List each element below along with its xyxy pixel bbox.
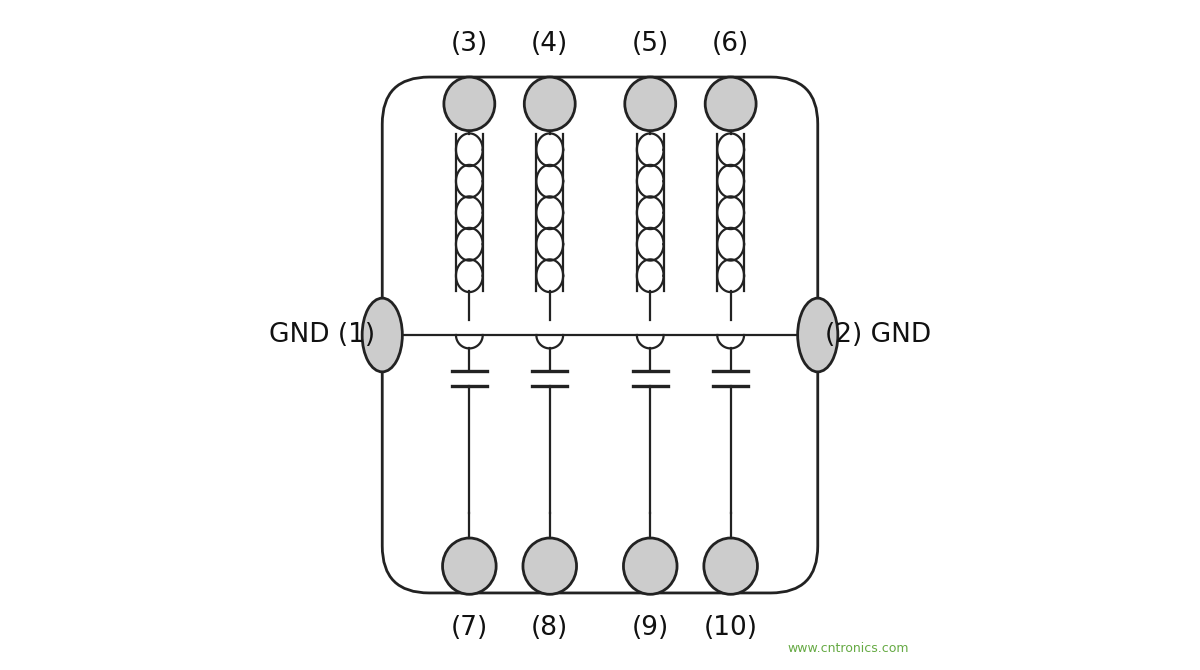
Text: (10): (10)	[703, 616, 757, 641]
Bar	[436, 281, 580, 452]
Ellipse shape	[624, 538, 677, 594]
Ellipse shape	[443, 538, 496, 594]
Ellipse shape	[444, 77, 494, 131]
Ellipse shape	[362, 298, 402, 372]
Ellipse shape	[625, 77, 676, 131]
Text: (7): (7)	[451, 616, 488, 641]
Ellipse shape	[798, 298, 838, 372]
Ellipse shape	[704, 538, 757, 594]
Text: GND (1): GND (1)	[269, 322, 376, 348]
Text: (4): (4)	[532, 31, 569, 56]
Ellipse shape	[523, 538, 576, 594]
Text: (3): (3)	[451, 31, 488, 56]
FancyBboxPatch shape	[383, 77, 817, 593]
Ellipse shape	[706, 77, 756, 131]
Ellipse shape	[524, 77, 575, 131]
Text: www.cntronics.com: www.cntronics.com	[787, 642, 908, 655]
Text: (8): (8)	[532, 616, 569, 641]
Text: (9): (9)	[631, 616, 668, 641]
Text: (5): (5)	[631, 31, 668, 56]
Text: (6): (6)	[712, 31, 749, 56]
Text: (2) GND: (2) GND	[824, 322, 931, 348]
